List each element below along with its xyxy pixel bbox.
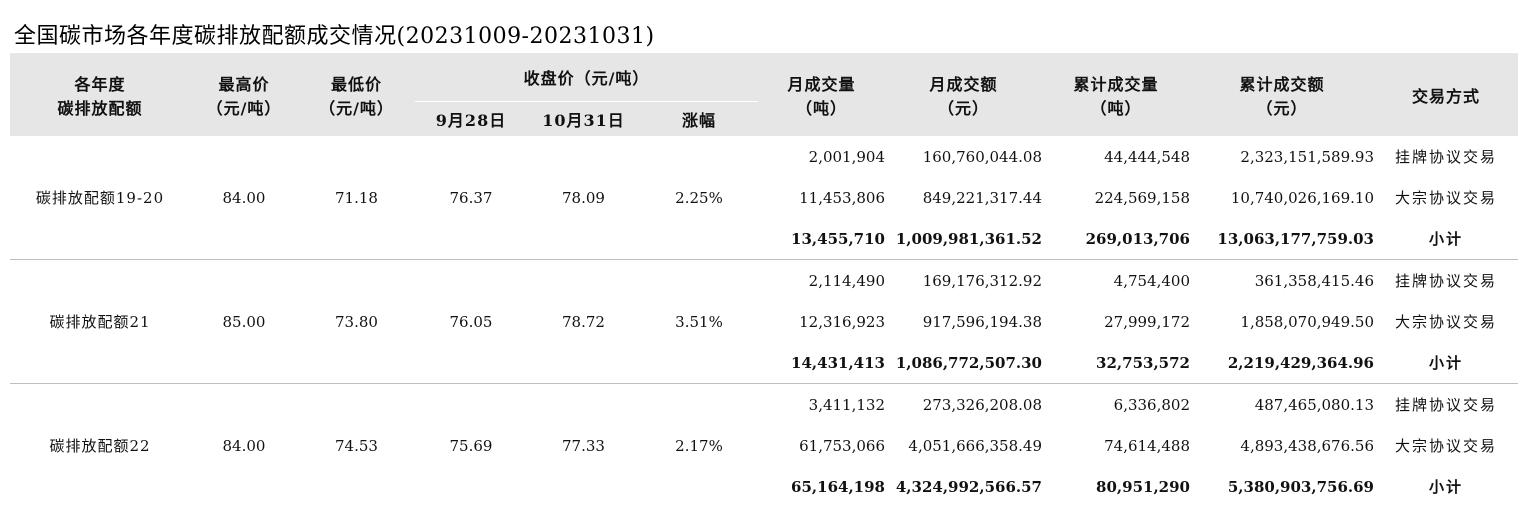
- trade-method: 大宗协议交易: [1394, 437, 1497, 455]
- trade-method: 小计: [1428, 478, 1463, 496]
- header-low-price[interactable]: 最低价 （元/吨）: [298, 53, 415, 136]
- quota-name: 碳排放配额22: [10, 383, 190, 507]
- header-cumulative-amount[interactable]: 累计成交额 （元）: [1190, 53, 1374, 136]
- month-volume: 65,164,198: [791, 477, 885, 496]
- quota-name: 碳排放配额19-20: [35, 189, 165, 207]
- high-price: 84.00: [190, 383, 298, 507]
- month-amount: 849,221,317.44: [922, 188, 1042, 207]
- month-volume: 2,001,904: [808, 147, 885, 166]
- cumulative-volume: 27,999,172: [1104, 312, 1190, 331]
- cumulative-amount: 2,323,151,589.93: [1240, 147, 1374, 166]
- close-oct31: 78.72: [527, 259, 640, 384]
- cumulative-amount: 5,380,903,756.69: [1227, 477, 1374, 496]
- quota-name: 碳排放配额21: [10, 259, 190, 384]
- header-name[interactable]: 各年度 碳排放配额: [10, 53, 190, 136]
- header-change[interactable]: 涨幅: [640, 101, 758, 136]
- cumulative-amount: 10,740,026,169.10: [1230, 188, 1374, 207]
- price-change: 2.17%: [640, 383, 758, 507]
- low-price: 74.53: [298, 383, 415, 507]
- cumulative-volume: 74,614,488: [1104, 436, 1190, 455]
- header-month-amount[interactable]: 月成交额 （元）: [885, 53, 1042, 136]
- price-change: 2.25%: [675, 188, 723, 207]
- cumulative-amount: 361,358,415.46: [1190, 259, 1374, 301]
- cumulative-volume: 269,013,706: [1085, 229, 1190, 248]
- cumulative-volume: 32,753,572: [1096, 353, 1190, 372]
- trade-method: 大宗协议交易: [1394, 313, 1497, 331]
- high-price: 84.00: [222, 188, 266, 207]
- cumulative-amount: 1,858,070,949.50: [1240, 312, 1374, 331]
- header-close-price-group: 收盘价（元/吨）: [415, 53, 758, 102]
- cumulative-amount: 4,893,438,676.56: [1240, 436, 1374, 455]
- table-row: 碳排放配额22 84.00 74.53 75.69 77.33 2.17% 3,…: [10, 383, 1518, 507]
- header-close-oct31[interactable]: 10月31日: [527, 101, 640, 136]
- month-amount: 273,326,208.08: [885, 383, 1042, 425]
- close-sep28: 76.05: [415, 259, 527, 384]
- table-row: 碳排放配额19-20 84.00 71.18 76.37 78.09 2.25%…: [10, 136, 1518, 208]
- month-amount: 917,596,194.38: [922, 312, 1042, 331]
- low-price: 71.18: [335, 188, 378, 207]
- cumulative-amount: 2,219,429,364.96: [1227, 353, 1374, 372]
- subtotal-row: 14,431,413 1,086,772,507.30 32,753,572 2…: [10, 342, 1518, 384]
- table-body: 碳排放配额19-20 84.00 71.18 76.37 78.09 2.25%…: [10, 136, 1518, 507]
- cumulative-volume: 80,951,290: [1096, 477, 1190, 496]
- trade-method: 大宗协议交易: [1394, 189, 1497, 207]
- cumulative-volume: 6,336,802: [1042, 383, 1190, 425]
- close-oct31: 77.33: [527, 383, 640, 507]
- table-row: 碳排放配额21 85.00 73.80 76.05 78.72 3.51% 2,…: [10, 259, 1518, 384]
- table-row: 12,316,923 917,596,194.38 27,999,172 1,8…: [10, 301, 1518, 342]
- subtotal-row: 13,455,710 1,009,981,361.52 269,013,706 …: [10, 218, 1518, 260]
- month-volume: 3,411,132: [758, 383, 885, 425]
- month-amount: 160,760,044.08: [922, 147, 1042, 166]
- table-row: 11,453,806 849,221,317.44 224,569,158 10…: [10, 177, 1518, 218]
- month-volume: 61,753,066: [799, 436, 885, 455]
- trade-method: 挂牌协议交易: [1394, 148, 1497, 166]
- low-price: 73.80: [298, 259, 415, 384]
- cumulative-amount: 13,063,177,759.03: [1217, 229, 1374, 248]
- trade-method: 小计: [1428, 230, 1463, 248]
- header-close-sep28[interactable]: 9月28日: [415, 101, 527, 136]
- month-amount: 1,086,772,507.30: [895, 353, 1042, 372]
- cumulative-amount: 487,465,080.13: [1190, 383, 1374, 425]
- close-sep28: 76.37: [449, 188, 493, 207]
- month-volume: 2,114,490: [758, 259, 885, 301]
- close-oct31: 78.09: [562, 188, 605, 207]
- cumulative-volume: 224,569,158: [1094, 188, 1190, 207]
- subtotal-row: 65,164,198 4,324,992,566.57 80,951,290 5…: [10, 466, 1518, 507]
- cumulative-volume: 44,444,548: [1104, 147, 1190, 166]
- header-month-volume[interactable]: 月成交量 （吨）: [758, 53, 885, 136]
- price-change: 3.51%: [640, 259, 758, 384]
- month-volume: 11,453,806: [799, 188, 885, 207]
- month-amount: 1,009,981,361.52: [895, 229, 1042, 248]
- cumulative-volume: 4,754,400: [1042, 259, 1190, 301]
- trade-method: 小计: [1428, 354, 1463, 372]
- table-header: 各年度 碳排放配额 最高价 （元/吨） 最低价 （元/吨） 收盘价（元/吨） 月…: [10, 53, 1518, 136]
- close-sep28: 75.69: [415, 383, 527, 507]
- month-volume: 12,316,923: [799, 312, 885, 331]
- month-amount: 4,051,666,358.49: [908, 436, 1042, 455]
- month-volume: 14,431,413: [791, 353, 885, 372]
- carbon-quota-table: 各年度 碳排放配额 最高价 （元/吨） 最低价 （元/吨） 收盘价（元/吨） 月…: [10, 53, 1518, 507]
- high-price: 85.00: [190, 259, 298, 384]
- header-high-price[interactable]: 最高价 （元/吨）: [190, 53, 298, 136]
- month-volume: 13,455,710: [791, 229, 885, 248]
- trade-method: 挂牌协议交易: [1374, 259, 1518, 301]
- month-amount: 169,176,312.92: [885, 259, 1042, 301]
- month-amount: 4,324,992,566.57: [895, 477, 1042, 496]
- header-cumulative-volume[interactable]: 累计成交量 （吨）: [1042, 53, 1190, 136]
- page-title: 全国碳市场各年度碳排放配额成交情况(20231009-20231031): [14, 24, 655, 49]
- header-trade-method[interactable]: 交易方式: [1374, 53, 1518, 136]
- trade-method: 挂牌协议交易: [1374, 383, 1518, 425]
- table-row: 61,753,066 4,051,666,358.49 74,614,488 4…: [10, 425, 1518, 466]
